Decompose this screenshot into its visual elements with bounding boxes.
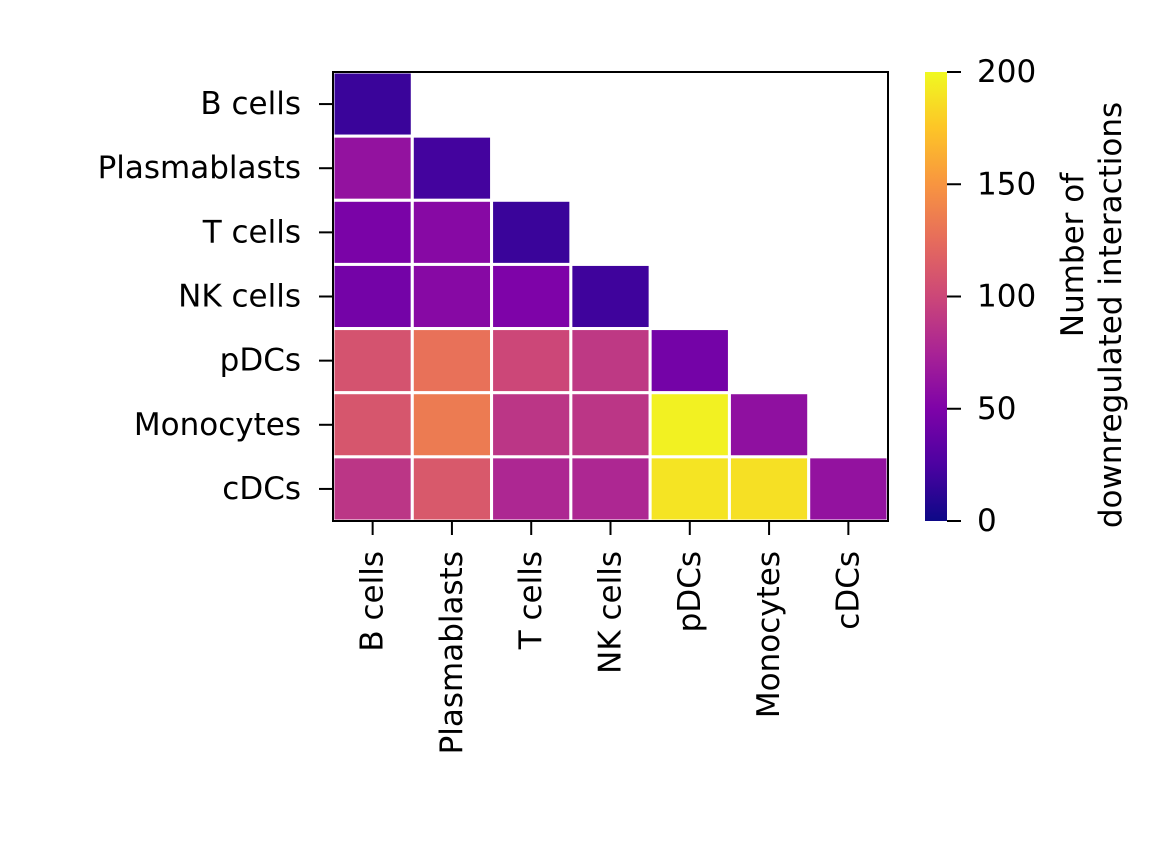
y-tick-label: cDCs bbox=[222, 471, 301, 507]
colorbar: 0 50 100 150 200 Number of downregulated int… bbox=[925, 54, 1129, 539]
colorbar-ticks: 0 50 100 150 200 bbox=[947, 54, 1036, 539]
heatmap-cell bbox=[331, 262, 414, 331]
x-tick-label: cDCs bbox=[830, 551, 866, 630]
colorbar-tick-label: 100 bbox=[977, 279, 1036, 315]
heatmap-cell bbox=[727, 455, 811, 523]
colorbar-label-line-2: downregulated interactions bbox=[1093, 102, 1129, 528]
y-tick-label: Plasmablasts bbox=[98, 150, 301, 186]
heatmap-cell bbox=[331, 391, 414, 459]
x-tick-label: pDCs bbox=[672, 551, 708, 632]
heatmap-cell bbox=[569, 391, 652, 459]
heatmap-cell bbox=[331, 327, 414, 395]
heatmap-cell bbox=[807, 455, 890, 523]
y-tick-label: T cells bbox=[202, 214, 301, 250]
heatmap-cell bbox=[490, 327, 573, 395]
y-tick-label: Monocytes bbox=[134, 407, 301, 443]
colorbar-gradient bbox=[925, 72, 947, 521]
heatmap-cell bbox=[727, 391, 811, 459]
y-tick-label: NK cells bbox=[178, 279, 301, 315]
heatmap-cell bbox=[410, 455, 494, 523]
y-axis: B cells Plasmablasts T cells NK cells pDCs Mo… bbox=[98, 86, 333, 507]
heatmap-cells bbox=[331, 70, 890, 523]
heatmap-cell bbox=[648, 391, 731, 459]
colorbar-tick-label: 0 bbox=[977, 503, 997, 539]
heatmap-cell bbox=[410, 262, 494, 331]
heatmap-cell bbox=[648, 327, 731, 395]
heatmap-cell bbox=[569, 327, 652, 395]
y-tick-label: pDCs bbox=[220, 343, 301, 379]
heatmap-cell bbox=[490, 262, 573, 331]
heatmap-cell bbox=[490, 391, 573, 459]
heatmap-cell bbox=[410, 198, 494, 266]
colorbar-tick-label: 200 bbox=[977, 54, 1036, 90]
y-tick-label: B cells bbox=[200, 86, 301, 122]
heatmap-cell bbox=[331, 134, 414, 202]
heatmap-cell bbox=[331, 198, 414, 266]
heatmap-cell bbox=[490, 198, 573, 266]
heatmap-cell bbox=[410, 391, 494, 459]
heatmap-cell bbox=[410, 134, 494, 202]
heatmap-cell bbox=[331, 455, 414, 523]
heatmap-cell bbox=[331, 70, 414, 138]
x-tick-label: Plasmablasts bbox=[434, 551, 470, 754]
x-axis: B cells Plasmablasts T cells NK cells pDCs Mo… bbox=[355, 521, 866, 754]
colorbar-tick-label: 50 bbox=[977, 391, 1016, 427]
x-tick-label: B cells bbox=[355, 551, 391, 652]
heatmap-cell bbox=[569, 455, 652, 523]
x-tick-label: T cells bbox=[513, 551, 549, 650]
heatmap-cell bbox=[648, 455, 731, 523]
colorbar-label-line-1: Number of bbox=[1055, 172, 1091, 337]
heatmap-cell bbox=[410, 327, 494, 395]
heatmap-cell bbox=[490, 455, 573, 523]
colorbar-tick-label: 150 bbox=[977, 166, 1036, 202]
heatmap-cell bbox=[569, 262, 652, 331]
x-tick-label: Monocytes bbox=[751, 551, 787, 718]
x-tick-label: NK cells bbox=[593, 551, 629, 674]
